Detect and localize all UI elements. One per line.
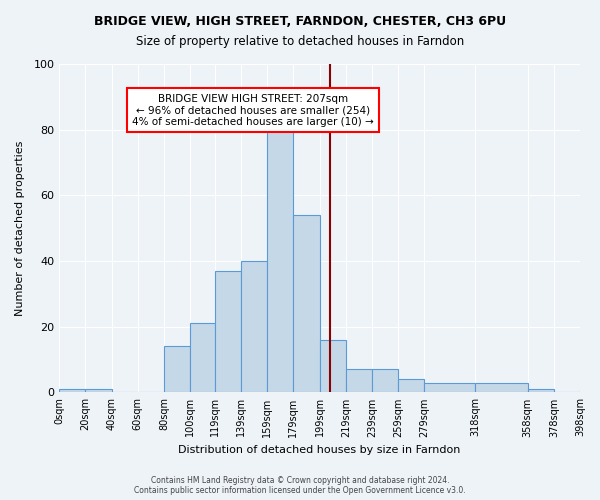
- Bar: [372, 370, 398, 392]
- Bar: [59, 389, 85, 392]
- X-axis label: Distribution of detached houses by size in Farndon: Distribution of detached houses by size …: [178, 445, 461, 455]
- Text: BRIDGE VIEW, HIGH STREET, FARNDON, CHESTER, CH3 6PU: BRIDGE VIEW, HIGH STREET, FARNDON, CHEST…: [94, 15, 506, 28]
- Bar: [398, 380, 424, 392]
- Text: BRIDGE VIEW HIGH STREET: 207sqm
← 96% of detached houses are smaller (254)
4% of: BRIDGE VIEW HIGH STREET: 207sqm ← 96% of…: [132, 94, 374, 127]
- Bar: [85, 389, 112, 392]
- Bar: [267, 116, 293, 392]
- Bar: [320, 340, 346, 392]
- Bar: [527, 389, 554, 392]
- Bar: [164, 346, 190, 393]
- Bar: [241, 261, 267, 392]
- Bar: [424, 382, 475, 392]
- Bar: [293, 215, 320, 392]
- Bar: [580, 389, 600, 392]
- Bar: [346, 370, 372, 392]
- Bar: [215, 271, 241, 392]
- Bar: [190, 324, 215, 392]
- Y-axis label: Number of detached properties: Number of detached properties: [15, 140, 25, 316]
- Text: Size of property relative to detached houses in Farndon: Size of property relative to detached ho…: [136, 35, 464, 48]
- Text: Contains HM Land Registry data © Crown copyright and database right 2024.
Contai: Contains HM Land Registry data © Crown c…: [134, 476, 466, 495]
- Bar: [475, 382, 527, 392]
